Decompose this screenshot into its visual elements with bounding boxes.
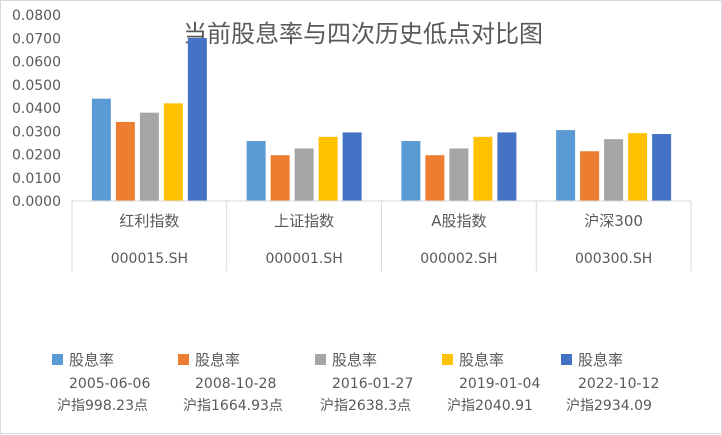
legend-series-date: 2016-01-27: [332, 376, 413, 392]
category-code: 000001.SH: [265, 251, 342, 267]
bar-1-3: [318, 136, 338, 201]
bars: [91, 38, 672, 201]
legend-swatch-3: [442, 354, 453, 365]
category-label: 红利指数: [119, 212, 179, 230]
legend-series-index-level: 沪指1664.93点: [183, 398, 283, 414]
legend-series-index-level: 沪指2934.09: [566, 398, 652, 414]
legend-series-name: 股息率: [332, 351, 377, 369]
legend-swatch-2: [315, 354, 326, 365]
legend-series-name: 股息率: [195, 351, 240, 369]
bar-2-1: [425, 155, 445, 201]
bar-2-2: [449, 148, 469, 201]
legend-series-index-level: 沪指2040.91: [447, 398, 533, 414]
bar-0-3: [163, 103, 183, 201]
y-tick-label: 0.0300: [12, 124, 61, 140]
legend-series-date: 2005-06-06: [69, 376, 150, 392]
bar-2-3: [473, 136, 493, 201]
y-tick-label: 0.0700: [12, 31, 61, 47]
bar-0-2: [139, 112, 159, 201]
legend-series-date: 2008-10-28: [195, 376, 276, 392]
y-tick-label: 0.0400: [12, 101, 61, 117]
legend-series-date: 2019-01-04: [459, 376, 540, 392]
bar-3-2: [604, 139, 624, 201]
bar-1-2: [294, 148, 314, 201]
bar-0-0: [91, 98, 111, 201]
chart-title: 当前股息率与四次历史低点对比图: [183, 20, 543, 48]
category-code: 000002.SH: [420, 251, 497, 267]
legend-series-index-level: 沪指2638.3点: [320, 398, 411, 414]
legend-swatch-0: [52, 354, 63, 365]
category-code: 000300.SH: [575, 251, 652, 267]
legend-series-name: 股息率: [578, 351, 623, 369]
bar-3-1: [580, 151, 600, 201]
y-tick-label: 0.0100: [12, 171, 61, 187]
y-tick-label: 0.0800: [12, 8, 61, 24]
bar-3-4: [652, 134, 672, 201]
y-tick-label: 0.0000: [12, 194, 61, 210]
bar-2-4: [497, 132, 517, 201]
legend: 股息率 2005-06-06 沪指998.23点 股息率 2008-10-28 沪指166…: [52, 351, 659, 414]
y-axis: 0.0000 0.0100 0.0200 0.0300 0.0400 0.0500 0.06…: [12, 8, 61, 210]
bar-3-0: [556, 130, 576, 201]
bar-2-0: [401, 141, 421, 201]
x-axis: 红利指数 000015.SH 上证指数 000001.SH A股指数 000002.SH 沪…: [71, 200, 692, 271]
legend-series-index-level: 沪指998.23点: [57, 398, 148, 414]
category-code: 000015.SH: [111, 251, 188, 267]
legend-series-date: 2022-10-12: [578, 376, 659, 392]
legend-series-name: 股息率: [69, 351, 114, 369]
legend-series-name: 股息率: [459, 351, 504, 369]
bar-1-0: [246, 141, 266, 201]
y-tick-label: 0.0600: [12, 55, 61, 71]
y-tick-label: 0.0200: [12, 148, 61, 164]
y-tick-label: 0.0500: [12, 78, 61, 94]
bar-0-1: [115, 121, 135, 201]
bar-0-4: [187, 38, 207, 201]
legend-swatch-4: [561, 354, 572, 365]
category-label: 上证指数: [274, 212, 334, 230]
category-label: 沪深300: [584, 212, 643, 230]
legend-swatch-1: [178, 354, 189, 365]
bar-1-4: [342, 132, 362, 201]
bar-1-1: [270, 155, 290, 201]
bar-3-3: [628, 133, 648, 201]
category-label: A股指数: [431, 212, 486, 230]
